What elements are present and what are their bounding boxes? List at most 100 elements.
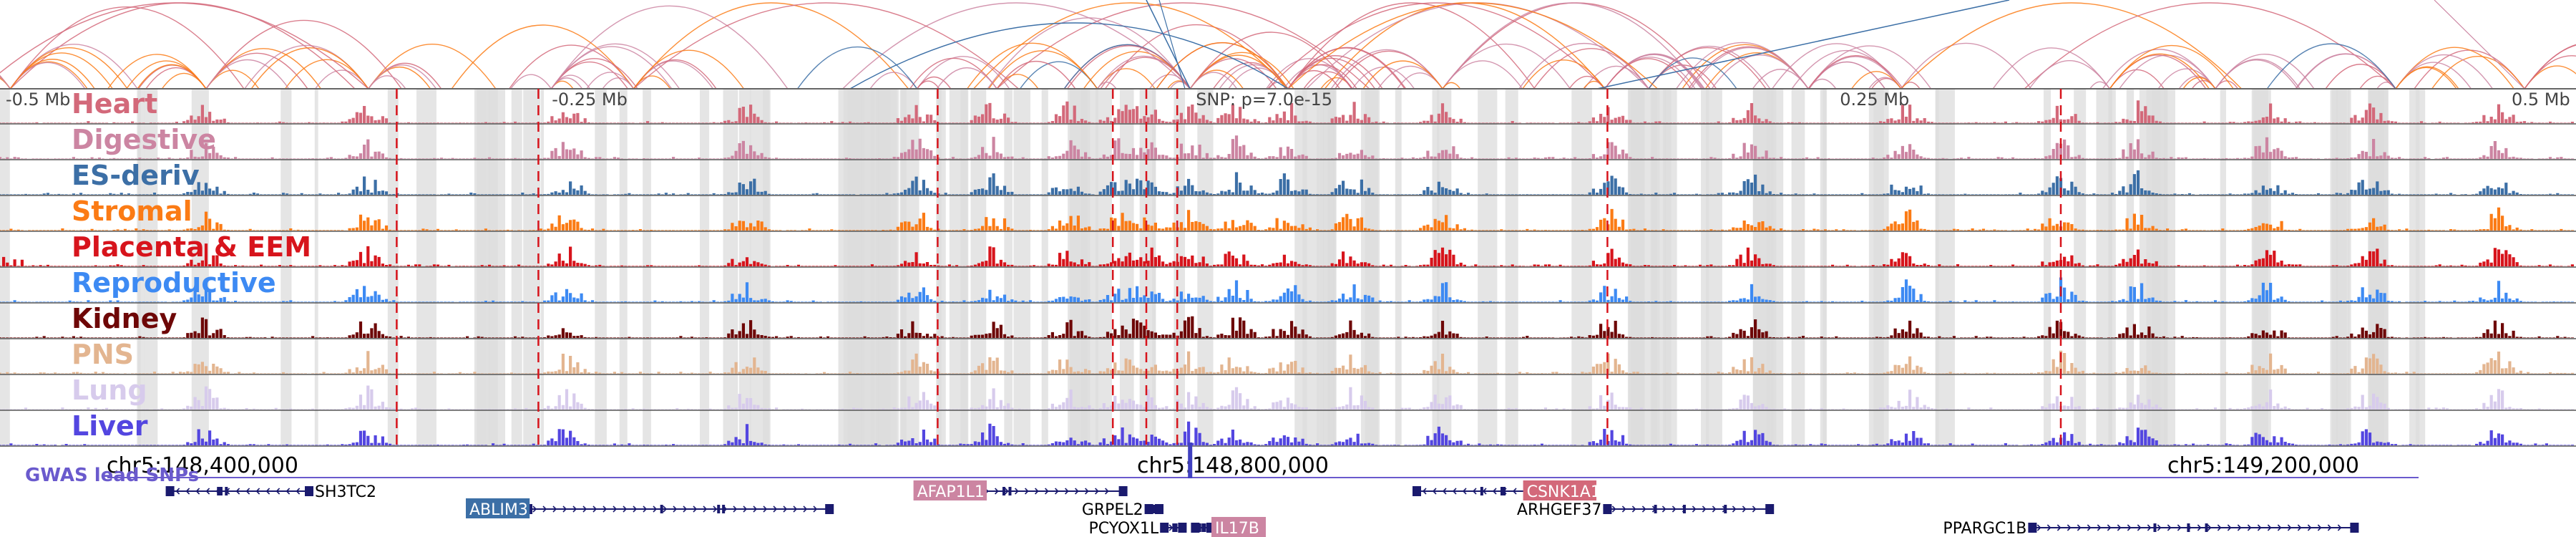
gene-label: PCYOX1L — [1088, 520, 1158, 537]
gene-afap1l1: AFAP1L1 — [913, 480, 1128, 501]
loop-arc — [996, 2, 1370, 90]
gene-csnk1a1: CSNK1A1 — [1413, 480, 1601, 501]
gene-grpel2: GRPEL2 — [1082, 501, 1163, 519]
loop-arc — [1158, 0, 1186, 90]
exon — [225, 487, 228, 495]
peak-region-band — [2253, 89, 2268, 447]
peak-region-band — [487, 89, 498, 447]
loop-arc — [107, 54, 207, 90]
peak-region-band — [1330, 89, 1335, 447]
strand-chevrons — [532, 505, 818, 513]
loop-arc — [1267, 2, 1606, 90]
loop-arc — [0, 2, 369, 90]
peak-region-band — [2043, 89, 2051, 447]
loop-arc — [917, 80, 940, 90]
loop-arc — [0, 75, 11, 90]
exon — [2350, 523, 2359, 533]
loop-arc — [849, 22, 1289, 90]
peak-region-band — [416, 89, 436, 447]
gene-highlight-box — [466, 498, 530, 518]
peak-region-band — [738, 89, 751, 447]
exon — [1191, 523, 1200, 533]
loop-arc — [1604, 58, 1692, 90]
peak-region-band — [511, 89, 522, 447]
exon — [717, 505, 721, 513]
exon — [1118, 486, 1128, 496]
exon — [1174, 523, 1178, 532]
exon — [1008, 487, 1012, 495]
loop-arc — [9, 52, 113, 90]
loop-arc — [550, 43, 680, 90]
loop-arc — [1287, 2, 1536, 90]
loop-arc — [2395, 66, 2459, 90]
track-lung: Lung — [0, 374, 2576, 411]
peak-region-band — [843, 89, 860, 447]
peak-region-band — [2074, 89, 2087, 447]
peak-region-band — [1119, 89, 1134, 447]
track-label: Placenta & EEM — [72, 231, 311, 263]
exon — [1203, 523, 1206, 532]
loop-arc — [205, 19, 402, 90]
peak-region-band — [1139, 89, 1156, 447]
loop-arc — [9, 47, 128, 90]
track-heart: Heart — [0, 88, 2576, 125]
peak-region-band — [1174, 89, 1186, 447]
relative-tick-label: 0.5 Mb — [2512, 90, 2570, 110]
loop-arc — [2524, 44, 2576, 90]
track-kidney: Kidney — [0, 303, 2576, 339]
loop-arc — [2431, 56, 2525, 90]
signal-bars — [0, 316, 2574, 338]
loop-arc — [250, 47, 369, 90]
loop-arc — [936, 67, 997, 90]
peak-region-band — [1627, 89, 1641, 447]
peak-region-band — [2331, 89, 2338, 447]
loop-arc — [550, 5, 789, 90]
loop-arc — [1019, 61, 1098, 90]
track-label: ES-deriv — [72, 160, 200, 191]
track-label: Digestive — [72, 124, 216, 155]
peak-region-band — [1935, 89, 1955, 447]
exon — [1503, 487, 1506, 495]
loop-arc — [1711, 54, 1809, 90]
peak-region-band — [2139, 89, 2161, 447]
exon — [1151, 505, 1155, 513]
loop-arc — [451, 24, 635, 90]
loop-arc — [205, 59, 290, 90]
loop-arc — [1362, 60, 1443, 90]
relative-tick-label: -0.25 Mb — [552, 90, 628, 110]
exon — [1765, 504, 1775, 514]
peak-region-band — [1873, 89, 1884, 447]
loop-arc — [1807, 55, 1904, 90]
loop-arc — [2109, 69, 2165, 90]
exon — [722, 505, 726, 513]
exon — [1654, 505, 1657, 513]
peak-region-band — [619, 89, 628, 447]
exon — [1198, 523, 1201, 532]
loop-arc — [1097, 82, 1117, 90]
loop-arc — [1992, 47, 2110, 90]
peak-region-band — [2336, 89, 2347, 447]
gwas-track-label: GWAS lead SNPs — [25, 465, 199, 486]
track-label: Reproductive — [72, 267, 276, 299]
strand-chevrons — [1169, 524, 1174, 531]
gwas-snp-marker — [1188, 442, 1193, 478]
track-stromal: Stromal — [0, 195, 2576, 232]
loop-arc — [2109, 44, 2234, 90]
peak-region-band — [595, 89, 607, 447]
relative-tick-label: -0.5 Mb — [6, 90, 70, 110]
gene-label: IL17B — [1215, 520, 1259, 537]
gene-highlight-box — [1523, 480, 1596, 500]
loop-arc — [0, 76, 11, 90]
loop-arc — [1330, 49, 1443, 90]
loop-arc — [1791, 49, 1902, 90]
loop-arc — [1522, 59, 1606, 90]
track-pns: PNS — [0, 339, 2576, 375]
signal-bars — [0, 385, 2574, 410]
peak-region-band — [314, 89, 318, 447]
gene-pcyox1l: PCYOX1L — [1088, 520, 1187, 537]
track-label: Liver — [72, 410, 148, 442]
loop-arc — [2325, 64, 2396, 90]
peak-region-band — [1004, 89, 1013, 447]
